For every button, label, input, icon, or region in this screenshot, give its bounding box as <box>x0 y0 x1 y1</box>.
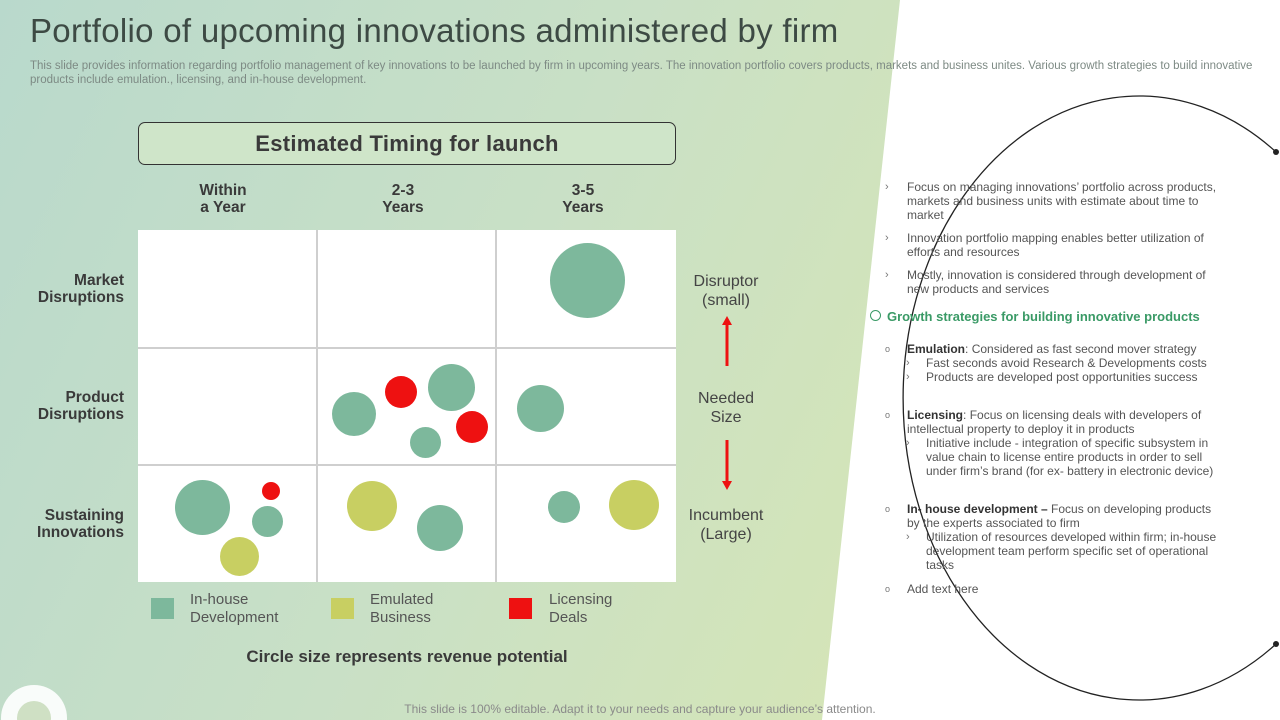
grid-line <box>138 347 676 349</box>
chevron-right-icon: › <box>906 357 910 369</box>
circle-bullet-icon: o <box>885 584 891 594</box>
growth-strategies-heading: Growth strategies for building innovativ… <box>867 310 1225 324</box>
strategy-inhouse: o In- house development – Focus on devel… <box>885 502 1212 530</box>
row-header-market-disruptions: Market Disruptions <box>37 272 124 306</box>
strategy-licensing: o Licensing: Focus on licensing deals wi… <box>885 408 1202 436</box>
inhouse-circle <box>517 385 564 432</box>
inhouse-circle <box>428 364 475 411</box>
circle-bullet-icon: o <box>885 344 891 354</box>
chevron-right-icon: › <box>906 437 910 449</box>
column-header-within-year: Within a Year <box>199 182 247 216</box>
emulated-circle <box>347 481 397 531</box>
arrow-down-icon <box>722 440 732 490</box>
timing-header: Estimated Timing for launch <box>138 122 676 165</box>
inhouse-circle <box>417 505 463 551</box>
arrow-up-icon <box>722 316 732 366</box>
bullet-item: › Innovation portfolio mapping enables b… <box>885 231 1204 259</box>
editable-note: This slide is 100% editable. Adapt it to… <box>404 702 876 716</box>
inhouse-circle <box>410 427 441 458</box>
bullet-item: › Focus on managing innovations’ portfol… <box>885 180 1217 222</box>
licensing-circle <box>385 376 417 408</box>
page-title: Portfolio of upcoming innovations admini… <box>30 12 839 49</box>
legend-label-licensing: Licensing Deals <box>549 591 613 626</box>
chevron-right-icon: › <box>906 371 910 383</box>
circle-bullet-icon <box>870 310 881 321</box>
circle-bullet-icon: o <box>885 410 891 420</box>
legend-label-emulated: Emulated Business <box>370 591 434 626</box>
needed-size-label: Needed Size <box>697 390 755 426</box>
legend-swatch-licensing <box>509 598 532 619</box>
inhouse-circle <box>175 480 230 535</box>
legend-swatch-emulated <box>331 598 354 619</box>
licensing-circle <box>262 482 280 500</box>
strategy-sub-item: › Utilization of resources developed with… <box>906 530 1217 572</box>
chevron-right-icon: › <box>885 269 889 281</box>
add-text-placeholder[interactable]: o Add text here <box>885 582 979 596</box>
inhouse-circle <box>332 392 376 436</box>
incumbent-label: Incumbent (Large) <box>688 507 764 543</box>
disruptor-label: Disruptor (small) <box>693 273 759 309</box>
chevron-right-icon: › <box>885 181 889 193</box>
strategy-sub-item: › Products are developed post opportuniti… <box>906 370 1198 384</box>
column-header-2-3-years: 2-3 Years <box>382 182 424 216</box>
circle-size-note: Circle size represents revenue potential <box>246 647 568 666</box>
grid-line <box>316 230 318 582</box>
inhouse-circle <box>548 491 580 523</box>
emulated-circle <box>220 537 259 576</box>
licensing-circle <box>456 411 488 443</box>
strategy-sub-item: › Initiative include - integration of spe… <box>906 436 1214 478</box>
emulated-circle <box>609 480 659 530</box>
row-header-product-disruptions: Product Disruptions <box>37 389 124 423</box>
inhouse-circle <box>252 506 283 537</box>
legend-swatch-inhouse <box>151 598 174 619</box>
strategy-sub-item: › Fast seconds avoid Research & Developme… <box>906 356 1207 370</box>
column-header-3-5-years: 3-5 Years <box>562 182 604 216</box>
row-header-sustaining-innovations: Sustaining Innovations <box>37 507 124 541</box>
inhouse-circle <box>550 243 625 318</box>
legend-label-inhouse: In-house Development <box>190 591 279 626</box>
page-subtitle: This slide provides information regardin… <box>30 60 1253 86</box>
right-panel-text: › Focus on managing innovations’ portfol… <box>870 180 1225 596</box>
grid-line <box>138 464 676 466</box>
chevron-right-icon: › <box>885 232 889 244</box>
circle-bullet-icon: o <box>885 504 891 514</box>
chevron-right-icon: › <box>906 531 910 543</box>
bullet-item: › Mostly, innovation is considered throu… <box>885 268 1206 296</box>
grid-line <box>495 230 497 582</box>
strategy-emulation: o Emulation: Considered as fast second m… <box>885 342 1197 356</box>
portfolio-matrix <box>138 230 676 582</box>
